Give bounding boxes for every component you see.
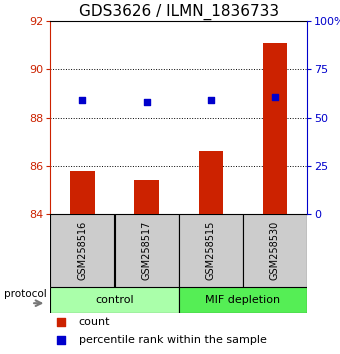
Text: GSM258516: GSM258516 <box>78 221 87 280</box>
Point <box>80 97 85 103</box>
Point <box>58 319 63 325</box>
Bar <box>263 43 287 214</box>
Bar <box>179 287 307 313</box>
Point <box>272 95 278 100</box>
Bar <box>70 171 95 214</box>
Point <box>208 97 214 103</box>
Bar <box>179 214 243 287</box>
Text: GSM258515: GSM258515 <box>206 221 216 280</box>
Text: protocol: protocol <box>4 289 47 299</box>
Point <box>58 337 63 342</box>
Text: count: count <box>79 317 110 327</box>
Title: GDS3626 / ILMN_1836733: GDS3626 / ILMN_1836733 <box>79 4 279 20</box>
Bar <box>134 181 159 214</box>
Bar <box>243 214 307 287</box>
Bar <box>199 152 223 214</box>
Bar <box>50 214 115 287</box>
Text: MIF depletion: MIF depletion <box>205 295 280 305</box>
Bar <box>50 287 178 313</box>
Text: GSM258530: GSM258530 <box>270 221 280 280</box>
Point <box>144 99 149 105</box>
Text: GSM258517: GSM258517 <box>141 221 152 280</box>
Text: percentile rank within the sample: percentile rank within the sample <box>79 335 267 344</box>
Text: control: control <box>95 295 134 305</box>
Bar <box>115 214 178 287</box>
